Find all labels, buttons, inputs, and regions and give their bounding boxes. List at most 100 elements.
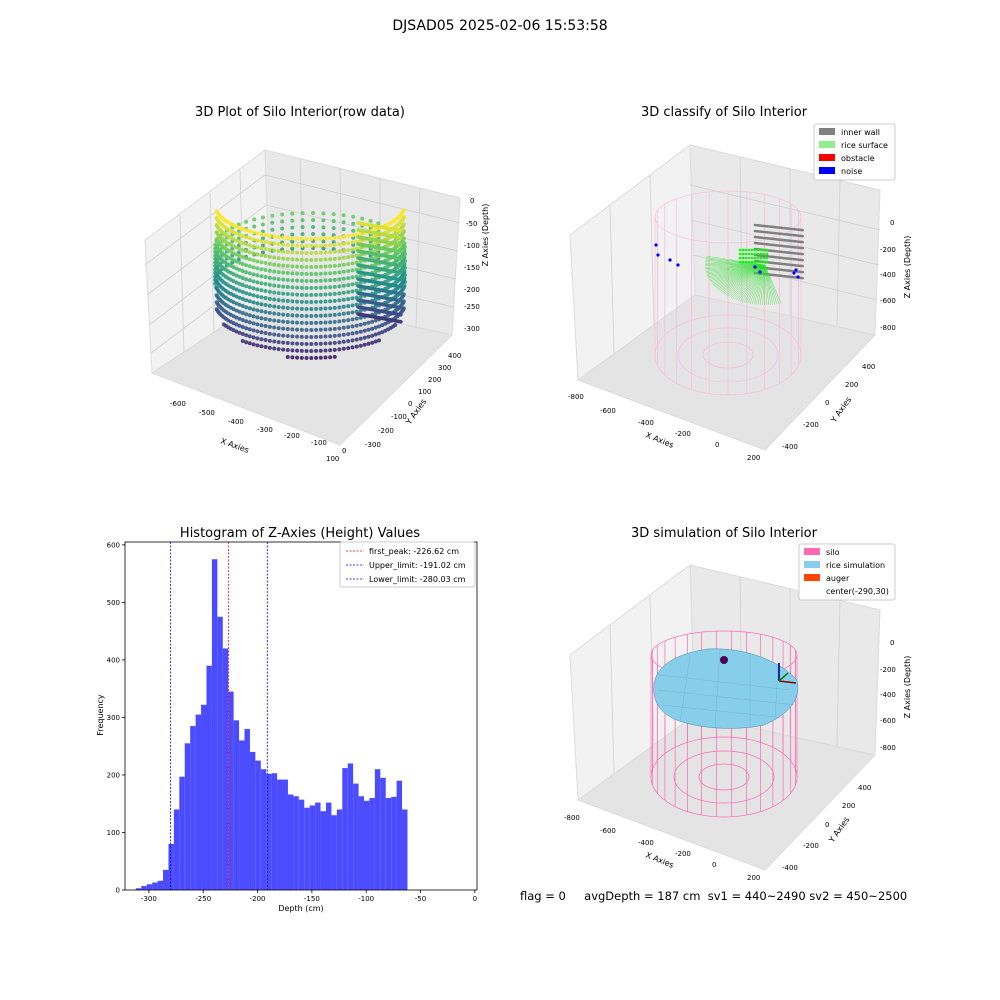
raw-point (244, 326, 249, 331)
raw-point (263, 345, 268, 350)
legend-swatch-inner-wall (819, 128, 835, 135)
raw-point (304, 292, 309, 297)
histogram-bar (315, 802, 321, 890)
raw-point (358, 294, 363, 299)
raw-point (304, 299, 309, 304)
x-tick: -400 (228, 418, 244, 426)
raw-point (299, 250, 304, 255)
raw-point (399, 236, 403, 240)
histogram-bar (402, 809, 408, 890)
rice-surface-ray (764, 264, 782, 304)
raw-point (346, 297, 351, 302)
legend-label: inner wall (841, 128, 880, 137)
raw-point (251, 342, 256, 347)
y-tick: -100 (391, 413, 407, 421)
y-tick: 400 (448, 352, 461, 360)
raw-point (332, 305, 337, 310)
raw-point (309, 299, 314, 304)
raw-point (247, 264, 252, 269)
raw-point (263, 296, 268, 301)
histogram-bar (336, 809, 343, 890)
raw-point (247, 341, 252, 346)
raw-point (350, 324, 355, 329)
raw-point (332, 256, 337, 261)
histogram-bar (249, 751, 256, 890)
raw-point (346, 311, 351, 316)
raw-point (350, 282, 355, 287)
raw-point (290, 292, 295, 297)
histogram-bar (277, 779, 283, 890)
raw-point (263, 247, 268, 252)
raw-point (332, 298, 337, 303)
x-tick: -800 (564, 814, 580, 822)
x-axis-label: X Axies (219, 436, 250, 455)
raw-point (321, 225, 326, 230)
raw-point (281, 256, 286, 261)
noise-point (758, 270, 762, 274)
z-tick: -400 (880, 691, 896, 699)
raw-point (341, 304, 346, 309)
legend-label: Lower_limit: -280.03 cm (369, 575, 466, 584)
raw-point (399, 229, 403, 233)
raw-point (237, 225, 242, 230)
raw-point (295, 264, 300, 269)
rice-surface-point (759, 256, 763, 260)
histogram-bar (347, 763, 354, 890)
raw-point (259, 337, 264, 342)
raw-point (300, 218, 305, 223)
raw-point (281, 319, 286, 324)
raw-point (259, 344, 264, 349)
y-tick: -400 (782, 864, 798, 872)
raw-point (328, 348, 333, 353)
raw-point (314, 236, 319, 241)
raw-point (255, 301, 260, 306)
histogram-bar (146, 884, 153, 890)
rice-surface-point (753, 252, 757, 256)
raw-point (255, 294, 260, 299)
raw-point (373, 227, 378, 232)
rice-surface-point (765, 248, 769, 252)
raw-point (276, 249, 281, 254)
raw-point (314, 327, 319, 332)
raw-point (373, 325, 378, 330)
rice-surface-point (765, 260, 769, 264)
y-tick: 300 (438, 364, 451, 372)
legend-swatch-rice-surface (819, 141, 835, 148)
raw-point (267, 261, 272, 266)
raw-point (214, 223, 219, 228)
legend-swatch-obstacle (819, 154, 835, 161)
rice-surface-point (747, 260, 751, 264)
raw-point (314, 299, 319, 304)
raw-point (346, 346, 351, 351)
inner-wall-point (801, 246, 804, 250)
inner-wall-point (801, 258, 804, 262)
raw-point (314, 348, 319, 353)
rice-surface-point (756, 260, 760, 264)
raw-point (337, 284, 342, 289)
raw-point (295, 243, 300, 248)
raw-point (290, 232, 295, 237)
raw-point (255, 287, 260, 292)
histogram-bar (287, 794, 294, 890)
raw-point (270, 213, 275, 218)
raw-point (295, 334, 300, 339)
raw-point (341, 276, 346, 281)
raw-point (214, 230, 219, 235)
raw-point (272, 234, 277, 239)
raw-point (318, 243, 323, 248)
x-tick: 0 (342, 447, 346, 455)
histogram-bar (364, 800, 370, 890)
raw-point (263, 282, 268, 287)
raw-point (358, 273, 363, 278)
raw-point (290, 278, 295, 283)
raw-point (328, 271, 333, 276)
raw-point (373, 255, 378, 260)
raw-point (366, 341, 371, 346)
raw-point (281, 305, 286, 310)
raw-point (290, 250, 295, 255)
raw-point (240, 227, 245, 232)
raw-point (251, 265, 256, 270)
rice-surface-ray (764, 264, 769, 305)
raw-point (285, 327, 290, 332)
raw-point (323, 243, 328, 248)
